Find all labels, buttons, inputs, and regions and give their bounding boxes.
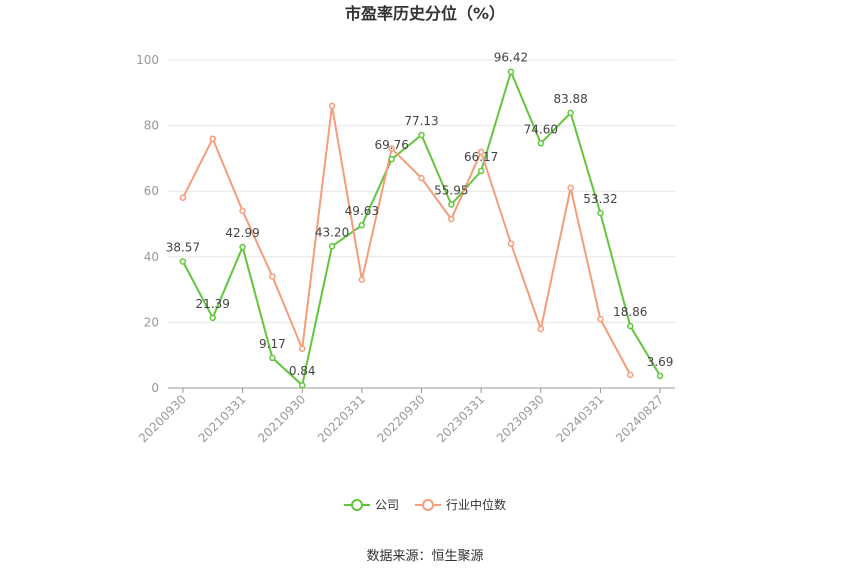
x-tick-label: 20210331 bbox=[196, 392, 249, 445]
data-point-series-0 bbox=[209, 314, 216, 322]
data-point-series-1 bbox=[239, 207, 246, 215]
data-point-series-1 bbox=[388, 145, 395, 152]
data-label: 18.86 bbox=[613, 305, 647, 319]
grid-lines bbox=[168, 59, 675, 323]
data-point-series-0 bbox=[269, 354, 276, 362]
data-label: 38.57 bbox=[166, 240, 200, 254]
data-point-series-0 bbox=[358, 221, 366, 229]
data-point-series-1 bbox=[507, 240, 515, 247]
legend-line-circle-icon bbox=[415, 498, 441, 511]
data-point-series-1 bbox=[179, 194, 187, 202]
x-tick-label: 20220930 bbox=[375, 392, 428, 445]
legend-item-industry-median[interactable]: 行业中位数 bbox=[415, 496, 506, 513]
data-label: 55.95 bbox=[434, 183, 468, 197]
data-point-series-0 bbox=[627, 322, 634, 330]
data-point-series-1 bbox=[209, 135, 216, 142]
chart-legend: 公司 行业中位数 bbox=[0, 496, 850, 513]
data-point-series-1 bbox=[418, 174, 425, 182]
data-point-series-0 bbox=[597, 209, 604, 217]
chart-title: 市盈率历史分位（%） bbox=[344, 4, 506, 23]
data-label: 21.39 bbox=[196, 297, 230, 311]
legend-label: 行业中位数 bbox=[446, 498, 507, 512]
data-point-series-1 bbox=[358, 276, 366, 284]
x-tick-label: 20230331 bbox=[434, 392, 487, 445]
x-tick-label: 20240331 bbox=[553, 392, 606, 445]
data-label: 3.69 bbox=[647, 355, 674, 369]
data-label: 69.76 bbox=[374, 138, 408, 152]
data-source-note: 数据来源：恒生聚源 bbox=[366, 549, 484, 564]
data-point-series-1 bbox=[477, 148, 485, 156]
y-tick-label: 60 bbox=[144, 184, 159, 198]
data-point-series-1 bbox=[597, 315, 604, 323]
data-label: 43.20 bbox=[315, 225, 349, 239]
data-point-series-0 bbox=[537, 140, 545, 147]
data-label: 96.42 bbox=[494, 51, 528, 65]
y-tick-label: 0 bbox=[151, 381, 159, 395]
data-point-series-1 bbox=[448, 215, 455, 223]
legend-line-circle-icon bbox=[343, 498, 370, 511]
x-tick-label: 20230930 bbox=[494, 392, 547, 445]
data-point-series-0 bbox=[179, 258, 187, 265]
data-label: 74.60 bbox=[524, 122, 558, 136]
y-tick-label: 80 bbox=[144, 119, 159, 133]
x-tick-label: 20240827 bbox=[613, 392, 666, 445]
data-label: 66.17 bbox=[464, 150, 498, 164]
y-tick-label: 20 bbox=[144, 315, 159, 329]
data-point-series-1 bbox=[328, 102, 336, 110]
legend-item-company[interactable]: 公司 bbox=[343, 496, 399, 513]
data-label: 42.99 bbox=[225, 226, 259, 240]
legend-label: 公司 bbox=[374, 498, 399, 512]
data-point-series-0 bbox=[567, 109, 574, 117]
data-label: 53.32 bbox=[583, 192, 617, 206]
data-point-series-1 bbox=[537, 325, 545, 333]
data-point-series-0 bbox=[507, 68, 515, 75]
series-line-1 bbox=[182, 104, 632, 376]
data-labels: 38.57 21.39 42.99 9.170.84 43.20 49.63 69.76 77… bbox=[166, 51, 674, 379]
data-point-series-0 bbox=[239, 243, 246, 251]
series-points bbox=[179, 68, 664, 389]
x-tick-label: 20200930 bbox=[136, 392, 189, 445]
data-label: 83.88 bbox=[553, 92, 587, 106]
data-point-series-0 bbox=[328, 243, 336, 250]
data-point-series-0 bbox=[388, 155, 395, 163]
y-tick-label: 40 bbox=[144, 250, 159, 264]
data-point-series-0 bbox=[448, 201, 455, 208]
data-label: 77.13 bbox=[404, 114, 438, 128]
y-tick-label: 100 bbox=[136, 53, 159, 67]
x-tick-label: 20220331 bbox=[315, 392, 368, 445]
data-label: 0.84 bbox=[289, 364, 316, 378]
data-label: 49.63 bbox=[345, 204, 379, 218]
data-point-series-1 bbox=[269, 273, 276, 280]
data-point-series-1 bbox=[567, 184, 574, 192]
data-point-series-0 bbox=[298, 381, 306, 389]
data-label: 9.17 bbox=[259, 337, 286, 351]
data-point-series-0 bbox=[418, 131, 425, 139]
data-point-series-0 bbox=[477, 167, 485, 175]
data-point-series-0 bbox=[656, 372, 664, 380]
data-point-series-1 bbox=[627, 371, 634, 379]
data-point-series-1 bbox=[298, 345, 306, 352]
x-tick-label: 20210930 bbox=[255, 392, 308, 445]
